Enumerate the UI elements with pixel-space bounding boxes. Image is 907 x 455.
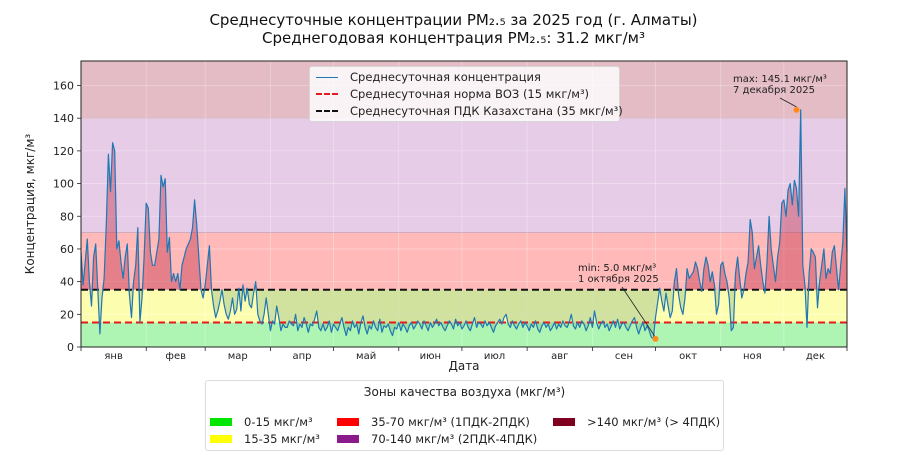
legend-label: Среднесуточная норма ВОЗ (15 мкг/м³): [350, 87, 590, 101]
y-tick-label: 100: [53, 178, 74, 191]
max-marker: [793, 106, 800, 113]
yellow-swatch-icon: [210, 435, 232, 443]
legend-item-daily: Среднесуточная концентрация: [316, 69, 541, 85]
max-annotation-value: max: 145.1 мкг/м³: [733, 74, 827, 85]
x-tick-label: авг: [551, 351, 568, 362]
series-line: [80, 109, 848, 340]
zone-band: [81, 118, 847, 233]
min-marker: [652, 335, 659, 342]
y-tick-label: 160: [53, 80, 74, 93]
chart-subtitle: Среднегодовая концентрация PM₂.₅: 31.2 м…: [262, 29, 645, 47]
legend-item-kz-limit: Среднесуточная ПДК Казахстана (35 мкг/м³…: [316, 103, 623, 119]
zone-item-purple: 70-140 мкг/м³ (2ПДК-4ПДК): [337, 432, 537, 446]
x-tick-label: июн: [420, 351, 441, 362]
line-swatch-icon: [316, 76, 338, 78]
y-tick-label: 40: [60, 276, 74, 289]
zone-label: 35-70 мкг/м³ (1ПДК-2ПДК): [371, 415, 530, 429]
dashed-red-swatch-icon: [316, 93, 338, 95]
dashed-black-swatch-icon: [316, 110, 338, 112]
y-axis-label: Концентрация, мкг/м³: [23, 133, 37, 275]
x-tick-label: окт: [679, 351, 697, 362]
y-tick-label: 80: [60, 210, 74, 223]
legend-label: Среднесуточная ПДК Казахстана (35 мкг/м³…: [350, 104, 623, 118]
x-tick-label: фев: [165, 351, 186, 362]
exceedance-fill: [81, 109, 847, 290]
y-tick-label: 60: [60, 243, 74, 256]
max-annotation: max: 145.1 мкг/м³ 7 декабря 2025: [733, 74, 827, 96]
x-tick-label: янв: [104, 351, 123, 362]
zone-item-yellow: 15-35 мкг/м³: [210, 432, 320, 446]
red-swatch-icon: [337, 418, 359, 426]
zone-label: 70-140 мкг/м³ (2ПДК-4ПДК): [371, 432, 538, 446]
y-tick-label: 140: [53, 112, 74, 125]
x-tick-label: мар: [228, 351, 248, 362]
zone-legend-title: Зоны качества воздуха (мкг/м³): [363, 385, 566, 399]
zone-item-red: 35-70 мкг/м³ (1ПДК-2ПДК): [337, 415, 530, 429]
zone-item-darkred: >140 мкг/м³ (> 4ПДК): [553, 415, 720, 429]
x-tick-label: май: [356, 351, 376, 362]
y-tick-label: 20: [60, 308, 74, 321]
zone-label: >140 мкг/м³ (> 4ПДК): [587, 415, 721, 429]
series-legend: Среднесуточная концентрация Среднесуточн…: [309, 66, 623, 122]
max-annotation-date: 7 декабря 2025: [733, 85, 815, 96]
zone-label: 15-35 мкг/м³: [244, 432, 320, 446]
min-annotation-date: 1 октября 2025: [578, 274, 659, 285]
x-tick-label: июл: [484, 351, 505, 362]
axes-frame: [80, 60, 848, 348]
y-tick-label: 120: [53, 145, 74, 158]
x-tick-label: сен: [615, 351, 633, 362]
legend-label: Среднесуточная концентрация: [350, 70, 541, 84]
zone-item-green: 0-15 мкг/м³: [210, 415, 313, 429]
darkred-swatch-icon: [553, 418, 575, 426]
y-tick-label: 0: [67, 341, 74, 354]
x-tick-label: дек: [806, 351, 825, 362]
x-axis-label: Дата: [448, 359, 480, 373]
zone-label: 0-15 мкг/м³: [244, 415, 313, 429]
below-limit-fill: [81, 289, 847, 339]
legend-item-who: Среднесуточная норма ВОЗ (15 мкг/м³): [316, 86, 589, 102]
chart-title: Среднесуточные концентрации PM₂.₅ за 202…: [209, 11, 698, 29]
x-tick-label: апр: [292, 351, 311, 362]
min-annotation: min: 5.0 мкг/м³ 1 октября 2025: [578, 263, 659, 285]
x-tick-label: ноя: [743, 351, 762, 362]
green-swatch-icon: [210, 418, 232, 426]
min-annotation-value: min: 5.0 мкг/м³: [578, 263, 657, 274]
purple-swatch-icon: [337, 435, 359, 443]
zone-legend: Зоны качества воздуха (мкг/м³) 0-15 мкг/…: [205, 380, 724, 451]
